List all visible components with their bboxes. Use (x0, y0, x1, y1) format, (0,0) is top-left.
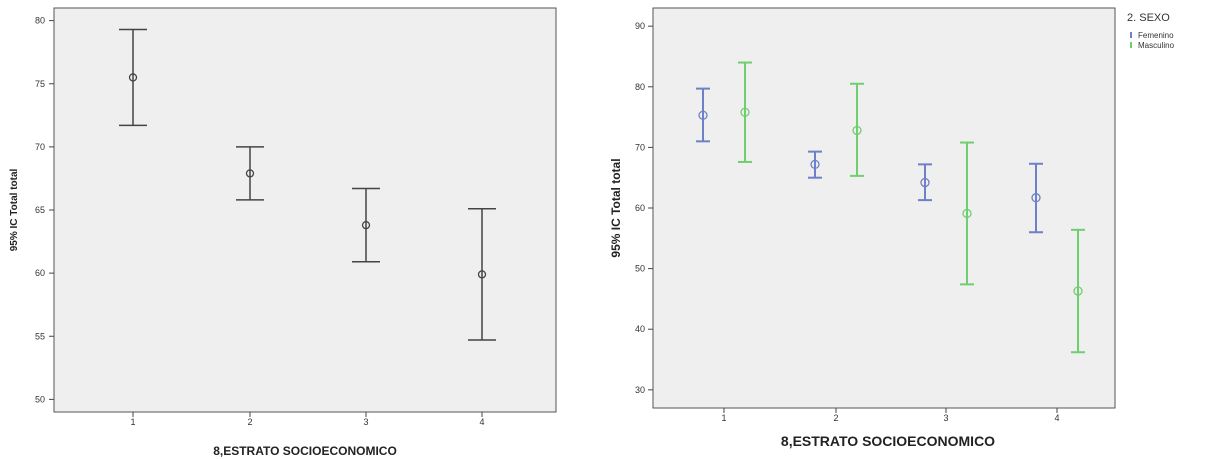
error-bar (960, 141, 974, 286)
y-tick-label: 40 (635, 324, 645, 334)
error-bar (236, 146, 264, 201)
y-tick-label: 70 (635, 142, 645, 152)
y-axis: 30 40 50 60 70 80 90 (635, 21, 653, 395)
mean-point (1073, 286, 1083, 296)
y-tick-label: 30 (635, 385, 645, 395)
mean-point (698, 110, 708, 120)
x-axis-label: 8,ESTRATO SOCIOECONOMICO (213, 444, 397, 458)
error-bar (468, 207, 496, 341)
error-bar (352, 187, 380, 263)
x-tick-label: 3 (943, 413, 948, 423)
error-bars (696, 61, 1085, 354)
error-bar (738, 61, 752, 163)
error-bar (1071, 228, 1085, 354)
mean-point (920, 177, 930, 188)
y-axis-label: 95% IC Total total (609, 158, 623, 257)
y-tick-label: 80 (635, 82, 645, 92)
mean-point (1031, 193, 1041, 203)
error-bar (918, 163, 932, 202)
x-tick-label: 1 (721, 413, 726, 423)
x-tick-label: 1 (130, 417, 135, 427)
x-tick-label: 2 (247, 417, 252, 427)
legend-entry-label: Femenino (1138, 31, 1174, 40)
y-tick-label: 55 (35, 331, 45, 341)
y-tick-label: 80 (35, 16, 45, 26)
mean-point (245, 169, 255, 178)
mean-point (810, 159, 820, 170)
error-bar (1029, 162, 1043, 234)
y-tick-label: 60 (635, 203, 645, 213)
y-tick-label: 65 (35, 205, 45, 215)
y-tick-label: 60 (35, 268, 45, 278)
legend-title: 2. SEXO (1127, 12, 1170, 24)
mean-point (477, 270, 487, 279)
error-bar (808, 150, 822, 179)
mean-point (852, 125, 862, 136)
error-bars (119, 28, 496, 341)
mean-point (740, 107, 750, 117)
mean-point (962, 208, 972, 219)
x-tick-label: 3 (363, 417, 368, 427)
chart-estrato-total: 8,ESTRATO SOCIOECONOMICO 95% IC Total to… (9, 7, 557, 458)
y-tick-label: 50 (635, 264, 645, 274)
y-tick-label: 50 (35, 394, 45, 404)
chart-estrato-sexo: 8,ESTRATO SOCIOECONOMICO 95% IC Total to… (609, 7, 1175, 449)
y-axis-label: 95% IC Total total (9, 168, 20, 251)
y-tick-label: 75 (35, 79, 45, 89)
plot-area (53, 7, 557, 413)
plot-area (652, 7, 1116, 409)
x-tick-label: 4 (1054, 413, 1059, 423)
x-axis-label: 8,ESTRATO SOCIOECONOMICO (781, 433, 995, 449)
x-axis: 1 2 3 4 (721, 408, 1060, 423)
error-bar (850, 82, 864, 177)
mean-point (128, 73, 138, 82)
x-axis: 1 2 3 4 (130, 412, 485, 427)
y-tick-label: 90 (635, 21, 645, 31)
error-bar (119, 28, 147, 127)
legend-entry-label: Masculino (1138, 41, 1175, 50)
x-tick-label: 4 (479, 417, 484, 427)
mean-point (361, 220, 371, 230)
x-tick-label: 2 (833, 413, 838, 423)
y-axis: 50 55 60 65 70 75 80 (35, 16, 54, 404)
error-bar (696, 87, 710, 143)
y-tick-label: 70 (35, 142, 45, 152)
